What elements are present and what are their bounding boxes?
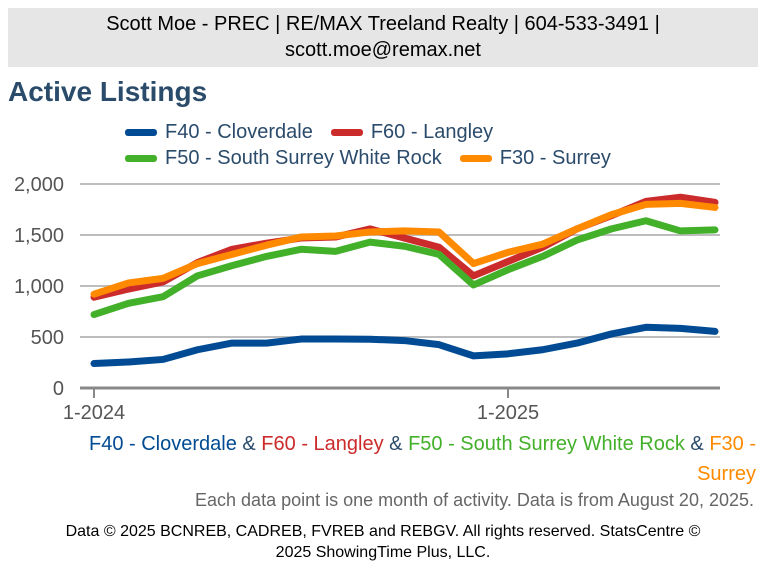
header-line-1: Scott Moe - PREC | RE/MAX Treeland Realt… [106, 13, 660, 35]
y-tick-label: 500 [31, 327, 64, 349]
x-tick-label: 1-2025 [477, 402, 539, 424]
y-tick-label: 1,000 [14, 276, 64, 298]
legend-label-south-surrey: F50 - South Surrey White Rock [165, 146, 442, 169]
legend-item-south-surrey[interactable]: F50 - South Surrey White Rock [125, 147, 442, 170]
x-tick-label: 1-2024 [63, 402, 125, 424]
caption-surrey: F30 - Surrey [697, 433, 756, 485]
series-line-f30-surrey [90, 199, 719, 298]
footer-line-2: 2025 ShowingTime Plus, LLC. [275, 544, 491, 561]
copyright-footer: Data © 2025 BCNREB, CADREB, FVREB and RE… [15, 521, 751, 563]
series-line-f50-south-surrey-white-rock [90, 217, 719, 319]
legend-item-langley[interactable]: F60 - Langley [330, 120, 494, 144]
chart-caption: F40 - Cloverdale & F60 - Langley & F50 -… [80, 429, 756, 489]
header-line-2: scott.moe@remax.net [285, 39, 481, 61]
caption-amp-3: & [690, 433, 704, 455]
caption-langley: F60 - Langley [261, 433, 384, 455]
legend-row-1: F40 - Cloverdale F60 - Langley [125, 118, 511, 146]
caption-south-surrey: F50 - South Surrey White Rock [408, 433, 685, 455]
legend-label-langley: F60 - Langley [370, 120, 494, 143]
legend-swatch-south-surrey [125, 154, 157, 162]
chart-title: Active Listings [8, 76, 208, 107]
footer-line-1: Data © 2025 BCNREB, CADREB, FVREB and RE… [65, 523, 701, 540]
legend-label-surrey: F30 - Surrey [499, 146, 611, 169]
legend-swatch-cloverdale [125, 128, 157, 136]
caption-amp-1: & [242, 433, 256, 455]
legend-swatch-langley [330, 128, 363, 136]
series-line-f40-cloverdale [90, 323, 719, 368]
y-tick-label: 0 [53, 378, 64, 400]
legend-label-cloverdale: F40 - Cloverdale [165, 120, 313, 143]
legend-swatch-surrey [459, 154, 492, 162]
line-chart: 0 500 1,000 1,500 2,000 1-2024 1-2025 [14, 174, 720, 424]
data-note: Each data point is one month of activity… [195, 490, 754, 510]
legend-item-cloverdale[interactable]: F40 - Cloverdale [125, 121, 313, 144]
legend-item-surrey[interactable]: F30 - Surrey [459, 146, 611, 170]
y-tick-label: 1,500 [14, 225, 64, 247]
legend-row-2: F50 - South Surrey White Rock F30 - Surr… [125, 144, 629, 172]
report-header: Scott Moe - PREC | RE/MAX Treeland Realt… [8, 8, 758, 67]
y-tick-label: 2,000 [14, 174, 64, 196]
caption-cloverdale: F40 - Cloverdale [88, 433, 237, 455]
caption-amp-2: & [389, 433, 403, 455]
